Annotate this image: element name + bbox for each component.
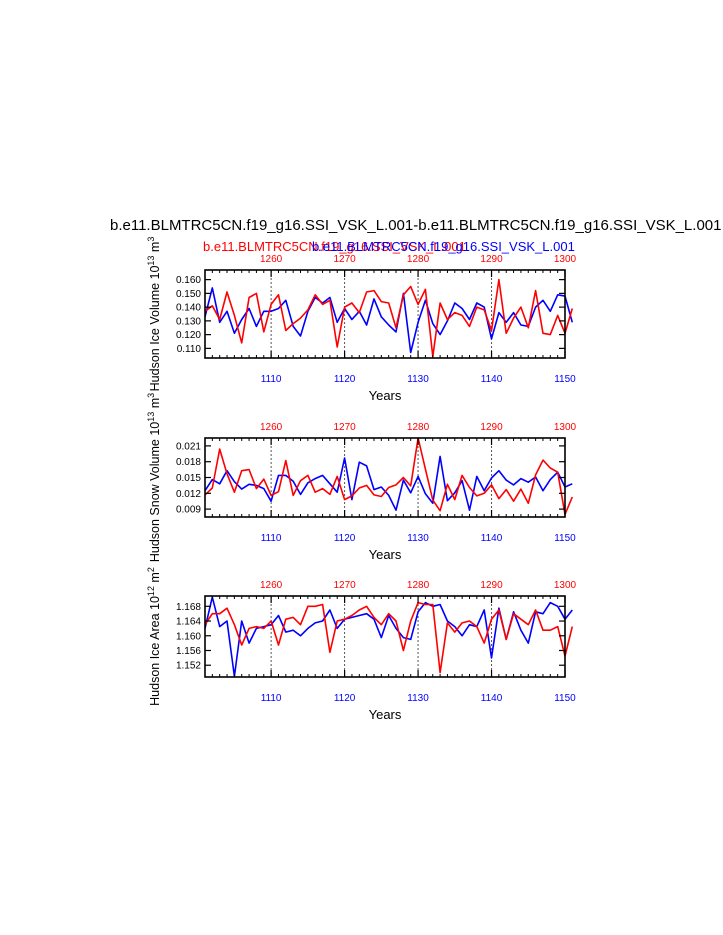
x-tick-label-top: 1260 [260, 580, 283, 591]
x-tick-label-top: 1280 [407, 580, 430, 591]
x-tick-label-bottom: 1140 [481, 533, 503, 544]
x-tick-label-bottom: 1130 [407, 533, 429, 544]
chart-panel-1: 1110 1120 1130 1140 1150 1260 1270 1280 1290 1300… [146, 237, 577, 403]
y-tick-label: 1.156 [176, 646, 201, 657]
x-tick-label-bottom: 1130 [407, 693, 429, 704]
y-tick-label: 0.140 [176, 303, 201, 314]
y-tick-label: 0.009 [176, 505, 201, 516]
plot-frame [204, 269, 566, 359]
x-tick-label-bottom: 1140 [481, 374, 503, 385]
x-tick-label-top: 1260 [260, 422, 283, 433]
y-tick-label: 0.120 [176, 330, 201, 341]
case-label-red: b.e11.BLMTRC5CN.f19_g16.SSI_VSK_L.001 [203, 239, 466, 254]
x-tick-label-bottom: 1110 [261, 533, 282, 544]
x-tick-label-bottom: 1120 [334, 693, 356, 704]
plot-frame [204, 437, 566, 518]
x-tick-label-top: 1270 [333, 422, 356, 433]
x-axis-title: Years [369, 388, 402, 403]
x-tick-label-bottom: 1150 [554, 374, 576, 385]
x-tick-label-top: 1280 [407, 422, 430, 433]
y-tick-label: 0.150 [176, 289, 201, 300]
y-tick-label: 0.110 [177, 344, 202, 355]
y-axis-title: Hudson Snow Volume 1013 m3 [146, 393, 162, 562]
x-tick-label-top: 1260 [260, 254, 283, 265]
x-tick-label-bottom: 1120 [334, 533, 356, 544]
x-tick-label-bottom: 1110 [261, 693, 282, 704]
x-tick-label-top: 1290 [480, 422, 503, 433]
panels-group: 1110 1120 1130 1140 1150 1260 1270 1280 1290 1300… [146, 237, 577, 722]
case-label-blue: b.e11.BLMTRC5CN.f19_g16.SSI_VSK_L.001 [312, 239, 575, 254]
y-tick-label: 1.168 [176, 602, 201, 613]
x-tick-label-bottom: 1150 [554, 693, 576, 704]
y-tick-label: 0.021 [176, 441, 201, 452]
series-line-red [204, 437, 574, 516]
x-tick-label-bottom: 1130 [407, 374, 429, 385]
x-tick-label-bottom: 1140 [481, 693, 503, 704]
x-tick-label-top: 1300 [554, 580, 577, 591]
series-line-red [204, 278, 574, 358]
series-line-blue [204, 287, 574, 354]
x-tick-label-top: 1290 [480, 254, 503, 265]
y-tick-label: 0.018 [176, 457, 201, 468]
y-tick-label: 1.160 [176, 631, 201, 642]
x-tick-label-top: 1290 [480, 580, 503, 591]
x-tick-label-top: 1280 [407, 254, 430, 265]
x-tick-label-bottom: 1110 [261, 374, 282, 385]
x-tick-label-top: 1300 [554, 422, 577, 433]
x-tick-label-top: 1270 [333, 254, 356, 265]
x-axis-title: Years [369, 547, 402, 562]
y-tick-label: 0.015 [176, 473, 201, 484]
x-tick-label-bottom: 1150 [554, 533, 576, 544]
chart-panel-3: 1110 1120 1130 1140 1150 1260 1270 1280 1290 1300… [146, 567, 577, 722]
x-axis-title: Years [369, 707, 402, 722]
y-axis-title: Hudson Ice Volume 1013 m3 [146, 237, 162, 392]
series-line-red [204, 601, 574, 674]
y-tick-label: 0.012 [176, 489, 201, 500]
plot-frame [204, 595, 566, 678]
main-title: b.e11.BLMTRC5CN.f19_g16.SSI_VSK_L.001-b.… [110, 217, 721, 234]
y-tick-label: 0.160 [176, 275, 201, 286]
y-tick-label: 1.152 [176, 661, 201, 672]
y-tick-label: 0.130 [176, 316, 201, 327]
y-axis-title: Hudson Ice Area 1012 m2 [146, 567, 162, 706]
y-tick-label: 1.164 [176, 617, 201, 628]
x-tick-label-top: 1270 [333, 580, 356, 591]
series-line-blue [204, 596, 573, 678]
x-tick-label-top: 1300 [554, 254, 577, 265]
chart-panel-2: 1110 1120 1130 1140 1150 1260 1270 1280 1290 1300… [146, 393, 577, 562]
series-line-blue [204, 455, 573, 512]
x-tick-label-bottom: 1120 [334, 374, 356, 385]
